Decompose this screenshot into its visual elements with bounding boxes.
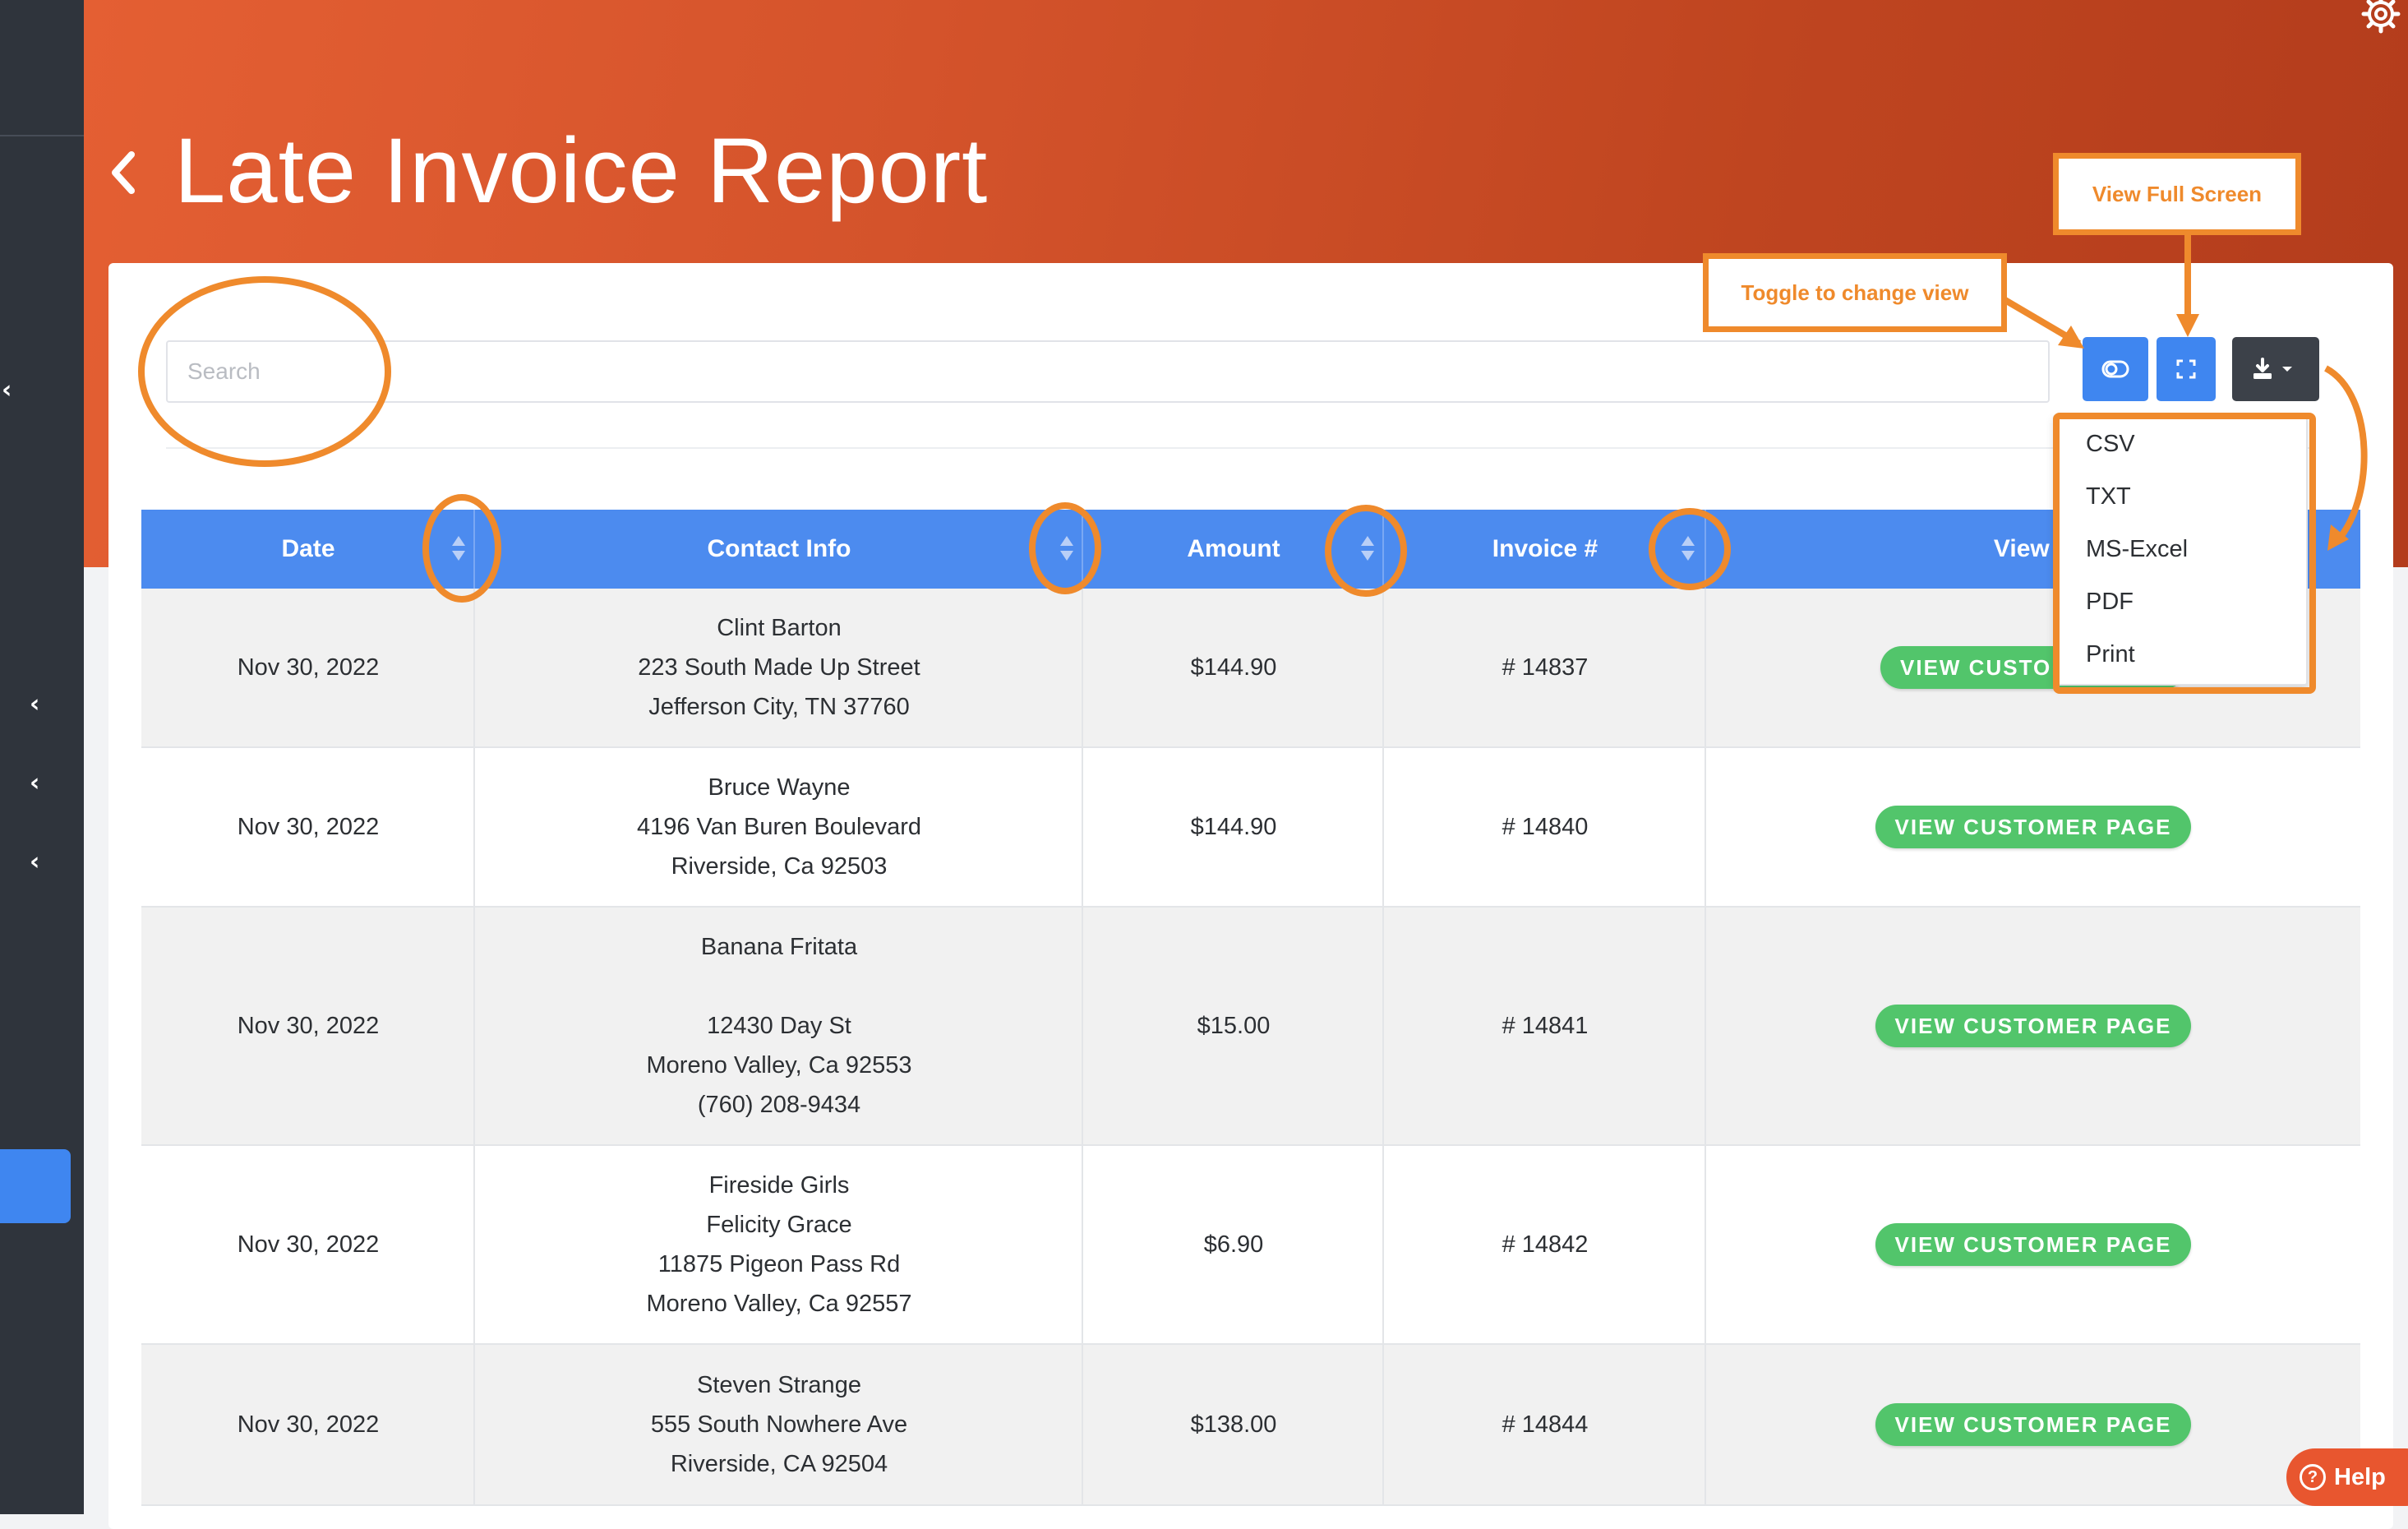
table-header: Date Contact Info Amount Invoice # View … [141,510,2360,589]
amount-cell: $144.90 [1190,654,1277,681]
amount-cell: $144.90 [1190,814,1277,840]
amount-cell: $138.00 [1190,1411,1277,1438]
toggle-icon [2101,360,2129,378]
view-customer-page-button[interactable]: VIEW CUSTOMER PAGE [1875,1223,2192,1266]
sort-icon[interactable] [1359,534,1376,562]
contact-cell: Fireside Girls Felicity Grace 11875 Pige… [646,1172,912,1317]
sidebar-chevron-icon[interactable]: ‹ [30,848,40,876]
column-header-amount[interactable]: Amount [1187,535,1280,562]
toggle-view-callout: Toggle to change view [1703,253,2007,332]
sidebar-item-active[interactable] [0,1149,71,1223]
amount-cell: $15.00 [1197,1013,1271,1039]
export-menu-item-pdf[interactable]: PDF [2086,589,2134,615]
fullscreen-callout: View Full Screen [2053,153,2301,235]
back-chevron-icon[interactable] [107,148,140,197]
sidebar-collapse-chevron-icon[interactable]: ‹ [2,376,12,404]
view-customer-page-button[interactable]: VIEW CUSTOMER PAGE [1875,1005,2192,1047]
fullscreen-button[interactable] [2157,337,2216,401]
help-button[interactable]: ? Help [2286,1448,2408,1506]
gear-icon[interactable] [2360,0,2401,35]
sidebar-chevron-icon[interactable]: ‹ [30,690,40,718]
export-menu-item-excel[interactable]: MS-Excel [2086,536,2189,562]
sidebar-divider [0,135,84,136]
table-row: Nov 30, 2022 Fireside Girls Felicity Gra… [141,1146,2360,1345]
date-cell: Nov 30, 2022 [237,1231,380,1258]
invoice-number-cell: # 14840 [1502,814,1589,840]
view-customer-page-button[interactable]: VIEW CUSTOMER PAGE [1875,806,2192,848]
date-cell: Nov 30, 2022 [237,654,380,681]
export-menu-item-txt[interactable]: TXT [2086,483,2131,510]
help-icon: ? [2300,1464,2326,1490]
sort-icon[interactable] [1059,534,1075,562]
sidebar: ‹ ‹ ‹ ‹ [0,0,84,1514]
sort-icon[interactable] [1680,534,1696,562]
table-row: Nov 30, 2022 Bruce Wayne 4196 Van Buren … [141,748,2360,908]
contact-cell: Steven Strange 555 South Nowhere Ave Riv… [650,1372,908,1477]
page-title: Late Invoice Report [174,119,989,222]
table-row: Nov 30, 2022 Clint Barton 223 South Made… [141,589,2360,748]
contact-cell: Clint Barton 223 South Made Up Street Je… [638,615,920,720]
invoice-number-cell: # 14844 [1502,1411,1589,1438]
export-menu-item-print[interactable]: Print [2086,641,2135,667]
contact-cell: Banana Fritata 12430 Day St Moreno Valle… [646,934,912,1118]
export-menu: CSV TXT MS-Excel PDF Print [2053,414,2308,686]
sidebar-chevron-icon[interactable]: ‹ [30,769,40,797]
export-dropdown-button[interactable] [2232,337,2319,401]
toolbar-divider [166,447,2316,449]
invoice-number-cell: # 14842 [1502,1231,1589,1258]
view-customer-page-button[interactable]: VIEW CUSTOMER PAGE [1875,1403,2192,1446]
column-header-invoice-number[interactable]: Invoice # [1492,535,1598,562]
search-input[interactable] [166,340,2050,403]
sort-icon[interactable] [450,534,467,562]
table-row: Nov 30, 2022 Banana Fritata 12430 Day St… [141,908,2360,1146]
fullscreen-icon [2176,359,2196,379]
export-menu-item-csv[interactable]: CSV [2086,431,2135,457]
contact-cell: Bruce Wayne 4196 Van Buren Boulevard Riv… [636,774,922,880]
invoice-number-cell: # 14837 [1502,654,1589,681]
amount-cell: $6.90 [1203,1231,1264,1258]
download-icon [2253,358,2292,379]
date-cell: Nov 30, 2022 [237,1013,380,1039]
column-header-date[interactable]: Date [281,535,335,562]
column-header-contact-info[interactable]: Contact Info [707,535,851,562]
toggle-view-button[interactable] [2083,337,2148,401]
date-cell: Nov 30, 2022 [237,814,380,840]
invoice-number-cell: # 14841 [1502,1013,1589,1039]
date-cell: Nov 30, 2022 [237,1411,380,1438]
table-row: Nov 30, 2022 Steven Strange 555 South No… [141,1345,2360,1506]
